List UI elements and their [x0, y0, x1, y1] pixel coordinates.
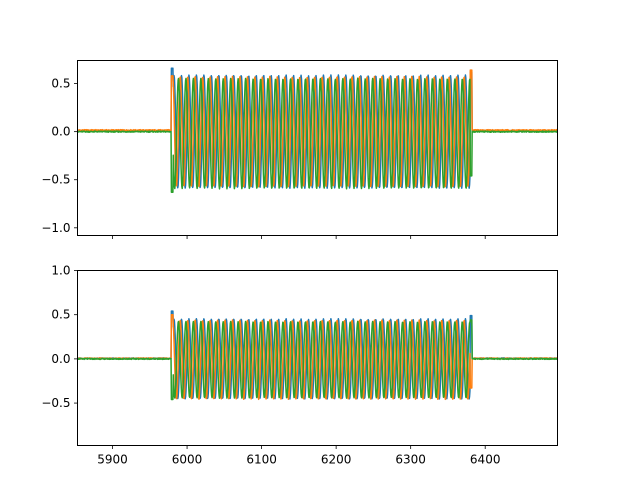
bottom-y-ticks: 1.0 0.5 0.0 −0.5: [41, 264, 78, 410]
top-subplot: 0.5 0.0 −0.5 −1.0: [41, 60, 558, 239]
top-y-tick-label: −1.0: [41, 221, 70, 235]
bottom-series-3-line: [77, 319, 558, 401]
top-series-group: [77, 67, 558, 193]
top-y-ticks: 0.5 0.0 −0.5 −1.0: [41, 77, 78, 235]
bottom-x-tick-label: 5900: [97, 453, 128, 467]
bottom-x-tick-label: 6300: [395, 453, 426, 467]
top-y-tick-label: 0.5: [51, 77, 70, 91]
top-y-tick-label: −0.5: [41, 173, 70, 187]
bottom-x-tick-label: 6000: [172, 453, 203, 467]
top-x-ticks: [112, 235, 486, 239]
top-y-tick-label: 0.0: [51, 125, 70, 139]
bottom-plot-frame: [77, 270, 558, 446]
bottom-y-tick-label: 0.0: [51, 352, 70, 366]
bottom-x-tick-label: 6100: [246, 453, 277, 467]
bottom-x-tick-label: 6400: [470, 453, 501, 467]
bottom-y-tick-label: 0.5: [51, 308, 70, 322]
bottom-subplot: 1.0 0.5 0.0 −0.5 5900 6000 6100 6200 6300 6400: [41, 264, 558, 467]
top-plot-frame: [77, 60, 558, 236]
bottom-x-ticks: 5900 6000 6100 6200 6300 6400: [97, 445, 501, 467]
bottom-x-tick-label: 6200: [321, 453, 352, 467]
bottom-y-tick-label: −0.5: [41, 396, 70, 410]
top-series-3-line: [77, 77, 558, 193]
bottom-series-group: [77, 310, 558, 401]
bottom-y-tick-label: 1.0: [51, 264, 70, 278]
